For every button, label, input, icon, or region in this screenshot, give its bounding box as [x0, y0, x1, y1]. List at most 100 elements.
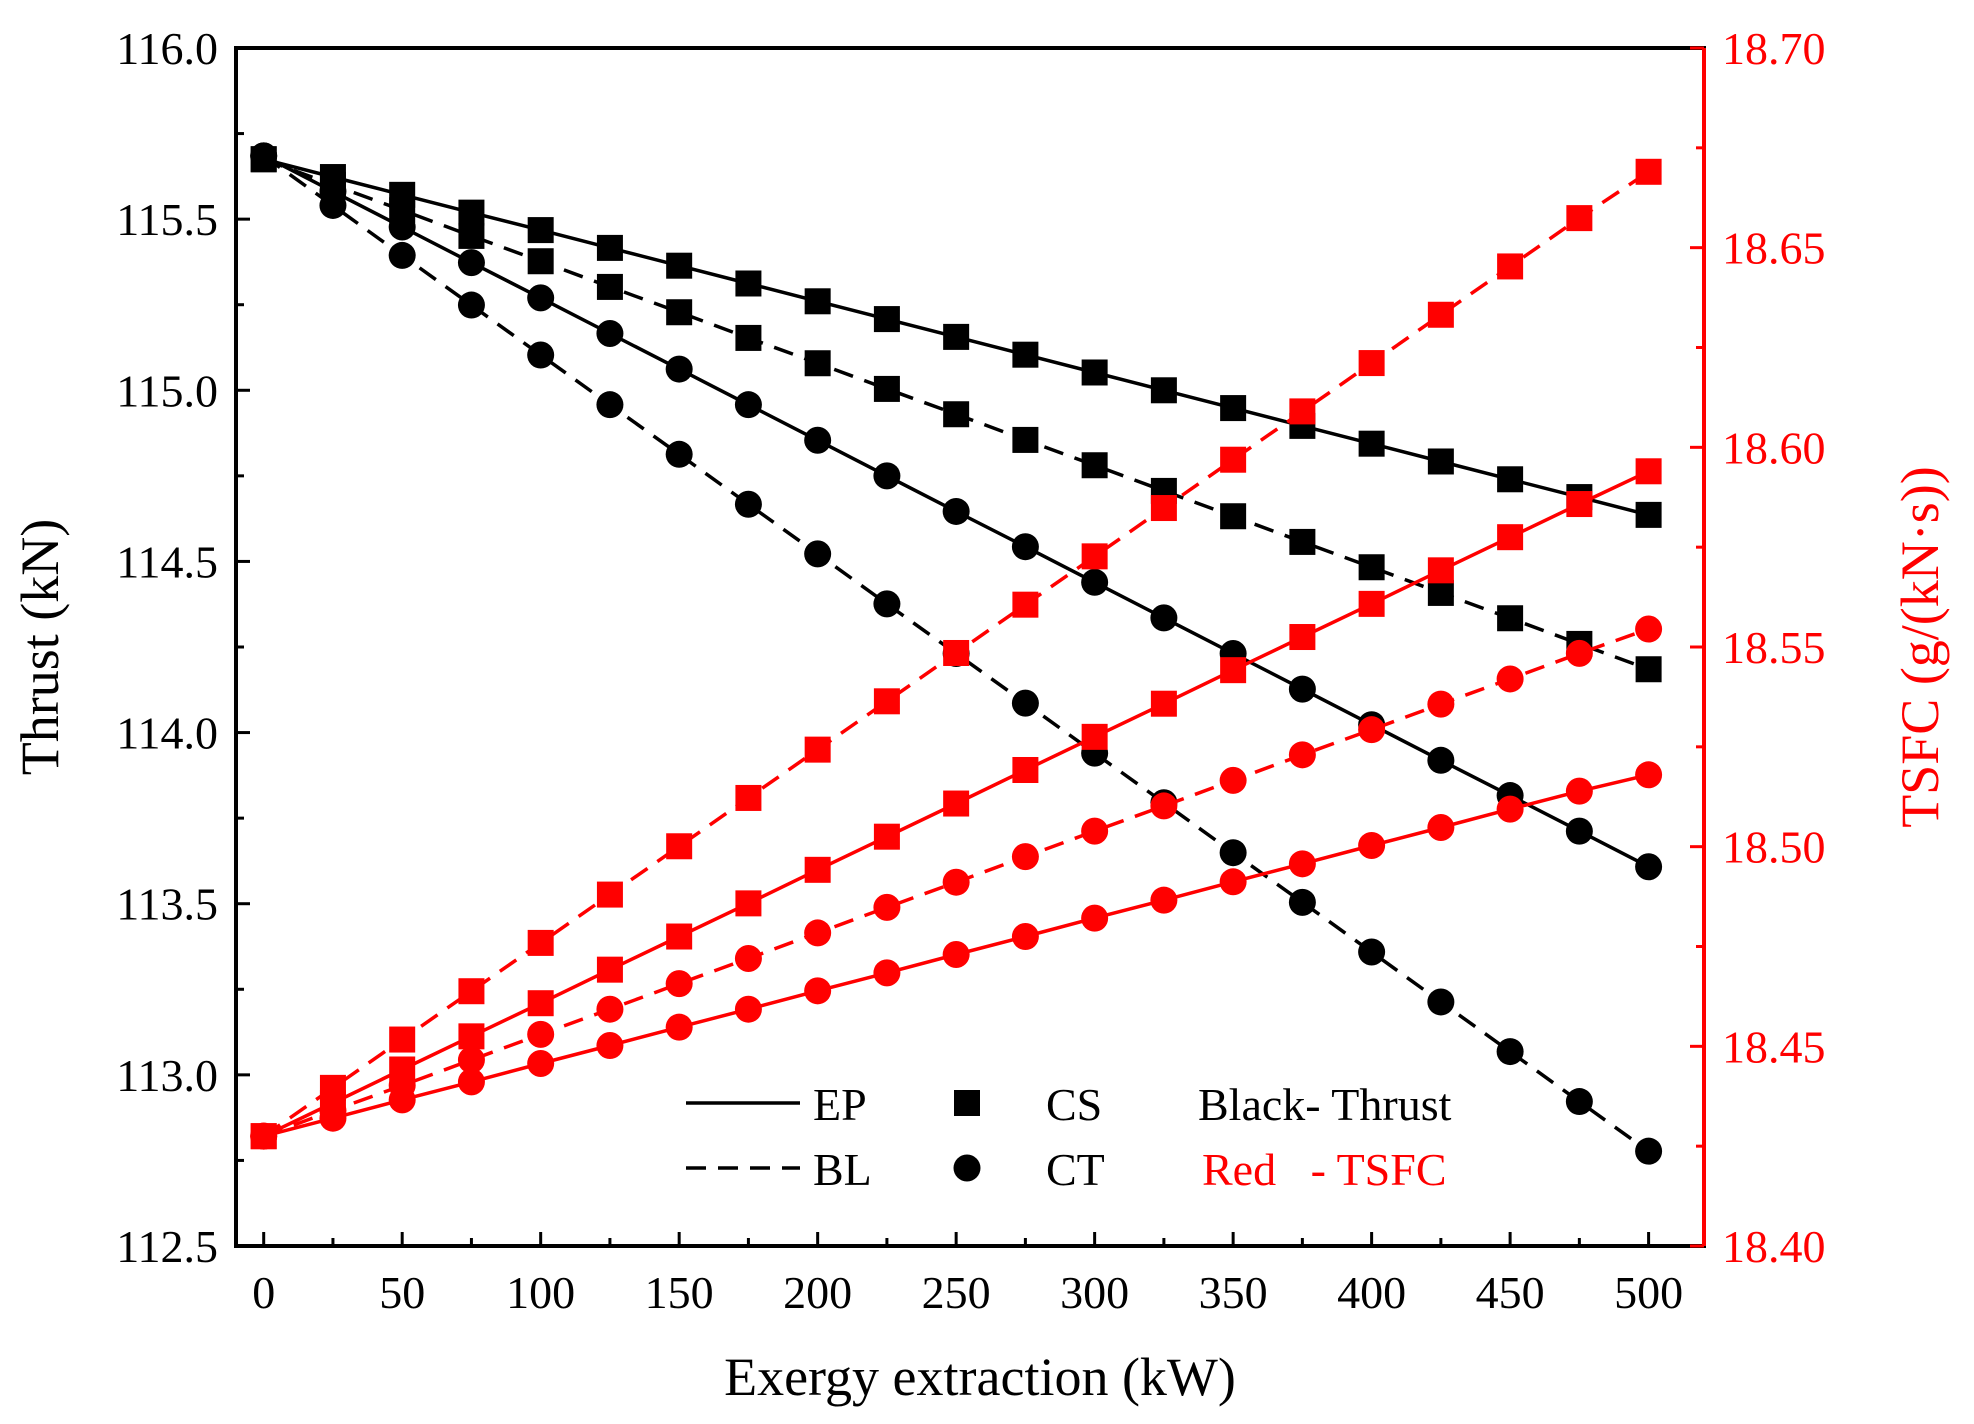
series-8-marker-9 — [804, 919, 832, 947]
series-8-marker-6 — [596, 995, 624, 1023]
series-8-marker-21 — [1635, 615, 1663, 643]
legend-square-marker — [954, 1090, 980, 1116]
series-7-marker-13 — [1081, 904, 1109, 932]
x-tick-label-8: 350 — [1199, 1267, 1268, 1318]
series-2-marker-8 — [735, 324, 762, 351]
x-tick-label-3: 100 — [506, 1267, 575, 1318]
series-3-marker-13 — [1081, 568, 1109, 596]
series-3-marker-4 — [457, 249, 485, 277]
series-7-marker-16 — [1288, 850, 1316, 878]
series-2-marker-6 — [596, 273, 623, 300]
series-5-marker-10 — [873, 823, 900, 850]
series-3-marker-10 — [873, 462, 901, 490]
series-7-marker-11 — [942, 940, 970, 968]
series-8-marker-8 — [734, 944, 762, 972]
series-3-marker-20 — [1565, 817, 1593, 845]
series-3-marker-21 — [1635, 853, 1663, 881]
series-6-marker-11 — [943, 639, 970, 666]
series-7-marker-9 — [804, 977, 832, 1005]
series-2-marker-10 — [873, 375, 900, 402]
series-5-marker-6 — [596, 956, 623, 983]
series-6-marker-21 — [1635, 158, 1662, 185]
series-6-marker-4 — [458, 978, 485, 1005]
series-3-marker-9 — [804, 426, 832, 454]
series-8-marker-11 — [942, 868, 970, 896]
series-3-marker-6 — [596, 319, 624, 347]
series-1-marker-11 — [943, 323, 970, 350]
series-8-marker-16 — [1288, 741, 1316, 769]
series-8-marker-7 — [665, 970, 693, 998]
series-4-marker-8 — [734, 490, 762, 518]
y-axis-left-label: Thrust (kN) — [10, 519, 70, 775]
series-7-marker-15 — [1219, 868, 1247, 896]
series-4-marker-9 — [804, 540, 832, 568]
x-tick-label-6: 250 — [922, 1267, 991, 1318]
series-4-marker-15 — [1219, 839, 1247, 867]
series-1-marker-4 — [458, 199, 485, 226]
series-6-marker-16 — [1289, 398, 1316, 425]
series-6-marker-9 — [804, 736, 831, 763]
series-1-marker-18 — [1427, 448, 1454, 475]
series-2-marker-13 — [1081, 452, 1108, 479]
series-3-marker-18 — [1427, 746, 1455, 774]
legend-label-cs: CS — [1046, 1079, 1102, 1130]
x-tick-label-1: 0 — [252, 1267, 275, 1318]
series-8-marker-18 — [1427, 690, 1455, 718]
x-tick-label-7: 300 — [1060, 1267, 1129, 1318]
series-2-marker-17 — [1358, 554, 1385, 581]
series-2-marker-21 — [1635, 656, 1662, 683]
series-5-marker-7 — [666, 923, 693, 950]
series-3-marker-16 — [1288, 675, 1316, 703]
series-8-marker-2 — [319, 1097, 347, 1125]
series-5-marker-4 — [458, 1023, 485, 1050]
series-2-marker-7 — [666, 299, 693, 326]
series-6-marker-8 — [735, 784, 762, 811]
series-1-marker-17 — [1358, 430, 1385, 457]
y-left-tick-label-7: 115.5 — [116, 194, 218, 245]
series-3-marker-8 — [734, 391, 762, 419]
series-5-marker-18 — [1427, 557, 1454, 584]
series-5-marker-5 — [527, 990, 554, 1017]
legend-note-red-tsfc: Red - TSFC — [1202, 1144, 1447, 1195]
series-5-marker-11 — [943, 790, 970, 817]
series-4-marker-17 — [1358, 938, 1386, 966]
series-1-marker-7 — [666, 252, 693, 279]
y-right-tick-label-7: 18.70 — [1722, 23, 1826, 74]
y-right-tick-label-2: 18.45 — [1722, 1021, 1826, 1072]
series-7-marker-18 — [1427, 813, 1455, 841]
y-right-tick-label-6: 18.65 — [1722, 223, 1826, 274]
series-4-marker-21 — [1635, 1137, 1663, 1165]
series-8-marker-12 — [1011, 843, 1039, 871]
y-right-tick-label-1: 18.40 — [1722, 1221, 1826, 1272]
series-1-marker-21 — [1635, 501, 1662, 528]
series-5-marker-14 — [1150, 690, 1177, 717]
series-1-marker-6 — [596, 234, 623, 261]
y-left-tick-label-5: 114.5 — [116, 536, 218, 587]
series-2-marker-4 — [458, 222, 485, 249]
legend-circle-marker — [953, 1154, 981, 1182]
y-left-tick-label-8: 116.0 — [116, 23, 218, 74]
series-1-marker-13 — [1081, 359, 1108, 386]
legend-label-bl: BL — [813, 1144, 872, 1195]
series-5-marker-15 — [1220, 657, 1247, 684]
series-1-marker-19 — [1497, 466, 1524, 493]
series-4-marker-3 — [388, 241, 416, 269]
series-5-marker-8 — [735, 890, 762, 917]
series-4-marker-10 — [873, 590, 901, 618]
series-3-marker-3 — [388, 213, 416, 241]
y-left-tick-label-3: 113.5 — [116, 879, 218, 930]
series-3-marker-5 — [527, 284, 555, 312]
series-1-marker-10 — [873, 306, 900, 333]
series-5-marker-21 — [1635, 458, 1662, 485]
y-right-tick-label-3: 18.50 — [1722, 822, 1826, 873]
series-8-marker-5 — [527, 1020, 555, 1048]
series-8-marker-4 — [457, 1046, 485, 1074]
series-7-marker-7 — [665, 1013, 693, 1041]
series-7-marker-21 — [1635, 761, 1663, 789]
x-tick-label-5: 200 — [783, 1267, 852, 1318]
series-2-marker-9 — [804, 350, 831, 377]
series-4-marker-12 — [1011, 689, 1039, 717]
series-2-marker-18 — [1427, 579, 1454, 606]
series-7-marker-17 — [1358, 831, 1386, 859]
